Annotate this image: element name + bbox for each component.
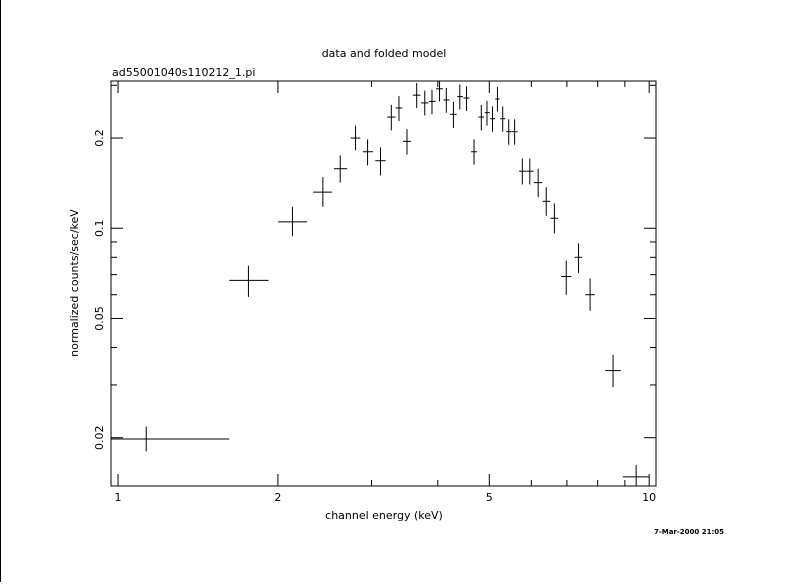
data-point	[277, 206, 308, 237]
axis-ticks	[111, 81, 656, 486]
data-point	[561, 260, 572, 295]
data-point	[395, 96, 403, 121]
data-point	[421, 90, 429, 116]
timestamp: 7-Mar-2000 21:05	[654, 528, 724, 536]
data-point	[111, 426, 230, 452]
data-point	[585, 278, 595, 311]
data-point	[443, 87, 450, 113]
data-point	[490, 106, 496, 132]
data-point	[526, 158, 534, 185]
x-tick-label: 1	[115, 491, 122, 504]
data-point	[403, 129, 411, 155]
x-tick-label: 10	[642, 491, 656, 504]
data-point	[362, 139, 373, 166]
data-point	[605, 354, 621, 388]
data-point	[463, 86, 470, 112]
y-tick-label: 0.2	[93, 129, 106, 147]
data-point	[333, 155, 348, 183]
data-point	[500, 106, 506, 132]
y-axis-label: normalized counts/sec/keV	[68, 209, 81, 357]
x-tick-label: 5	[486, 491, 493, 504]
data-point	[375, 147, 386, 176]
data-point	[512, 119, 518, 145]
chart-title: data and folded model	[322, 47, 447, 60]
data-point	[436, 81, 443, 102]
data-point	[550, 203, 559, 234]
data-point	[428, 89, 436, 115]
data-point	[457, 84, 463, 110]
data-point	[574, 243, 583, 273]
y-tick-label: 0.02	[93, 425, 106, 450]
data-point	[484, 100, 490, 126]
y-tick-label: 0.1	[93, 219, 106, 237]
data-points	[111, 81, 650, 486]
chart-subtitle: ad55001040s110212_1.pi	[112, 66, 255, 79]
y-tick-label: 0.05	[93, 306, 106, 331]
data-point	[450, 101, 457, 129]
data-point	[622, 465, 650, 486]
data-point	[412, 83, 421, 108]
data-point	[542, 187, 551, 216]
data-point	[478, 104, 485, 131]
x-tick-label: 2	[274, 491, 281, 504]
plot-frame	[110, 80, 657, 487]
data-point	[506, 119, 512, 145]
data-point	[313, 177, 333, 207]
data-point	[229, 265, 269, 297]
x-axis-label: channel energy (keV)	[325, 509, 443, 522]
data-point	[387, 104, 396, 131]
data-point	[350, 125, 361, 151]
data-point	[495, 87, 500, 112]
tick-labels: 1 2 5 10 0.02 0.05 0.1 0.2	[93, 129, 656, 504]
data-point	[519, 158, 526, 185]
data-point	[534, 168, 543, 198]
data-point	[471, 139, 477, 165]
